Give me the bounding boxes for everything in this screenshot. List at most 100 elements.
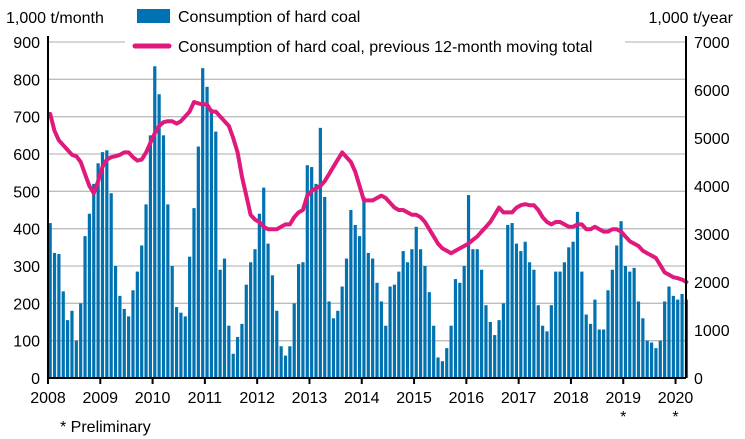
bar [458, 282, 462, 378]
bar [270, 275, 275, 378]
bar [549, 305, 553, 378]
bar [366, 252, 370, 378]
bar [623, 266, 628, 378]
bar [619, 221, 623, 378]
bar [310, 167, 314, 378]
bar [410, 249, 414, 378]
bar [70, 310, 74, 378]
bar [323, 196, 327, 378]
x-tick-label: 2018 [553, 390, 589, 407]
bar [510, 223, 514, 378]
bar [401, 251, 405, 378]
bar [676, 299, 680, 378]
left-tick-label: 300 [13, 259, 40, 276]
bar [554, 271, 558, 378]
bar [183, 316, 187, 378]
bar [140, 245, 144, 378]
bar [109, 193, 113, 378]
bar [166, 204, 170, 378]
preliminary-marker: * [672, 409, 678, 426]
bar [484, 305, 488, 378]
bar [480, 269, 484, 378]
bar [593, 299, 597, 378]
bar [602, 329, 606, 378]
bar [649, 342, 654, 378]
bar [432, 325, 436, 378]
bar [296, 264, 301, 378]
bar [680, 294, 684, 378]
bar [423, 266, 427, 378]
right-tick-label: 5000 [694, 131, 730, 148]
bar [122, 308, 126, 378]
bar [96, 163, 100, 378]
bar [663, 301, 667, 378]
x-tick-label: 2015 [396, 390, 432, 407]
bar [266, 243, 270, 378]
bar [532, 269, 536, 378]
x-tick-label: 2013 [292, 390, 328, 407]
x-tick-label: 2016 [449, 390, 485, 407]
legend-line-label: Consumption of hard coal, previous 12-mo… [178, 39, 592, 56]
left-axis-title: 1,000 t/month [6, 10, 104, 27]
x-tick-label: 2017 [501, 390, 537, 407]
bar [153, 66, 157, 379]
left-tick-label: 500 [13, 184, 40, 201]
bar [584, 314, 588, 378]
right-tick-label: 3000 [694, 227, 730, 244]
bar [288, 346, 292, 378]
bar [113, 266, 118, 378]
x-tick-label: 2020 [658, 390, 694, 407]
bar [135, 271, 139, 378]
bar [384, 325, 388, 378]
bar [449, 325, 453, 378]
bar [218, 269, 222, 378]
bar [61, 291, 65, 378]
left-tick-label: 700 [13, 110, 40, 127]
bar [658, 340, 662, 378]
bar [118, 295, 122, 378]
bar [336, 310, 340, 378]
bar [314, 183, 318, 378]
bar [671, 295, 675, 378]
bar [249, 262, 253, 378]
bar [179, 312, 183, 378]
x-tick-label: 2010 [135, 390, 171, 407]
bar [558, 271, 562, 378]
left-tick-label: 600 [13, 147, 40, 164]
bar [588, 323, 593, 378]
bar [436, 357, 440, 378]
bar [100, 152, 105, 378]
bar [170, 266, 174, 378]
bar [353, 224, 357, 378]
bar [349, 210, 353, 378]
bar [174, 307, 179, 378]
bar [405, 262, 410, 378]
bar [462, 266, 466, 378]
right-tick-label: 6000 [694, 83, 730, 100]
bar [83, 236, 87, 378]
bar [257, 213, 261, 378]
x-tick-label: 2014 [344, 390, 380, 407]
bar [580, 271, 584, 378]
bar [157, 94, 161, 379]
bar [427, 292, 431, 378]
bar [388, 286, 392, 378]
bar [66, 320, 70, 378]
bar [514, 243, 519, 378]
bar [440, 361, 444, 378]
bar [253, 249, 257, 378]
legend: Consumption of hard coal Consumption of … [132, 9, 592, 56]
bar [667, 286, 671, 378]
x-tick-label: 2008 [30, 390, 66, 407]
bar [231, 353, 235, 378]
bar [57, 254, 61, 378]
bar [240, 323, 244, 378]
bar [610, 269, 614, 378]
bar [371, 258, 375, 378]
bar [475, 249, 479, 378]
bar [519, 251, 523, 378]
right-tick-label: 7000 [694, 35, 730, 52]
bar [144, 204, 148, 378]
bar [397, 271, 401, 378]
left-tick-label: 900 [13, 35, 40, 52]
